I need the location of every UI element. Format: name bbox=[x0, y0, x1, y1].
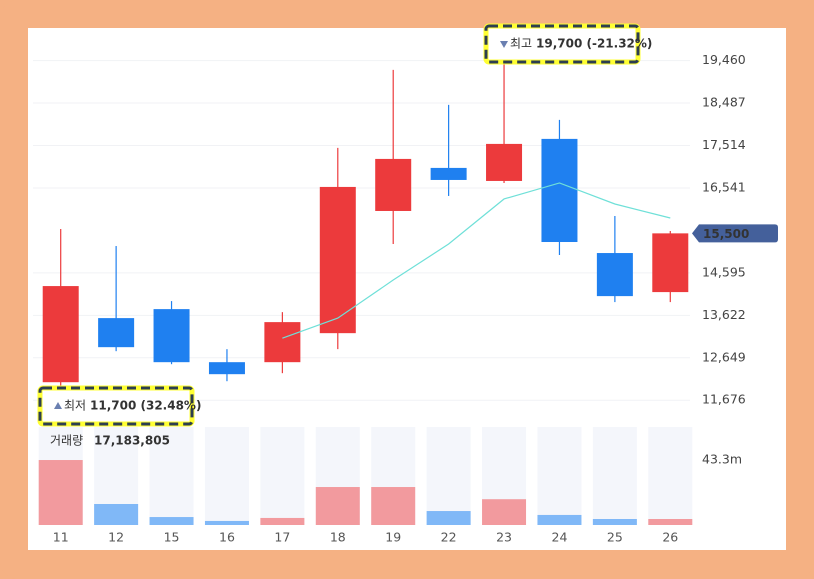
x-tick-label: 15 bbox=[164, 530, 180, 545]
current-price-tag bbox=[692, 224, 778, 243]
x-tick-label: 26 bbox=[662, 530, 678, 545]
volume-bar bbox=[482, 499, 527, 525]
annotation-arrow bbox=[500, 41, 508, 48]
annotation-label: 최저 bbox=[64, 399, 86, 413]
y-tick-label: 43.3m bbox=[702, 452, 742, 467]
y-tick-label: 18,487 bbox=[702, 95, 746, 110]
volume-bar bbox=[149, 517, 194, 525]
volume-bar bbox=[38, 460, 83, 525]
candle-body bbox=[596, 253, 633, 297]
current-price-label: 15,500 bbox=[703, 227, 749, 241]
y-tick-label: 19,460 bbox=[702, 52, 746, 67]
annotation-box-dash bbox=[38, 386, 194, 426]
y-tick-label: 13,622 bbox=[702, 307, 746, 322]
volume-background bbox=[426, 427, 471, 525]
candle-body bbox=[375, 158, 412, 211]
y-tick-label: 14,595 bbox=[702, 264, 746, 279]
candle-body bbox=[42, 286, 79, 383]
x-tick-label: 22 bbox=[441, 530, 457, 545]
candle-body bbox=[264, 322, 301, 363]
y-tick-label: 16,541 bbox=[702, 179, 746, 194]
volume-background bbox=[260, 427, 305, 525]
volume-background bbox=[648, 427, 693, 525]
y-tick-label: 11,676 bbox=[702, 392, 746, 407]
volume-bar bbox=[537, 514, 582, 525]
x-tick-label: 18 bbox=[330, 530, 346, 545]
candle-body bbox=[486, 143, 523, 181]
x-tick-label: 17 bbox=[274, 530, 290, 545]
x-tick-label: 12 bbox=[108, 530, 124, 545]
candle-body bbox=[319, 186, 356, 334]
volume-bar bbox=[204, 520, 249, 525]
candle-body bbox=[541, 138, 578, 243]
x-tick-label: 25 bbox=[607, 530, 623, 545]
annotation-value: 11,700 (32.48%) bbox=[90, 399, 201, 413]
volume-caption: 거래량 bbox=[50, 434, 83, 448]
x-tick-label: 23 bbox=[496, 530, 512, 545]
candle-body bbox=[208, 362, 245, 375]
volume-bar bbox=[426, 511, 471, 525]
annotation-arrow bbox=[54, 402, 62, 409]
volume-bar bbox=[592, 518, 637, 525]
moving-average-line bbox=[282, 182, 671, 339]
annotation-value: 19,700 (-21.32%) bbox=[536, 37, 652, 51]
volume-background bbox=[537, 427, 582, 525]
candle-body bbox=[153, 309, 190, 363]
volume-bar bbox=[94, 503, 139, 525]
volume-background bbox=[204, 427, 249, 525]
volume-background bbox=[149, 427, 194, 525]
volume-caption-value: 17,183,805 bbox=[94, 434, 170, 448]
volume-bar bbox=[371, 487, 416, 525]
annotation-box-dash bbox=[484, 24, 640, 64]
y-tick-label: 12,649 bbox=[702, 349, 746, 364]
x-tick-label: 24 bbox=[552, 530, 568, 545]
volume-bar bbox=[315, 487, 360, 525]
candle-body bbox=[652, 233, 689, 293]
volume-background bbox=[592, 427, 637, 525]
volume-bar bbox=[260, 517, 305, 525]
y-tick-label: 17,514 bbox=[702, 137, 746, 152]
candle-body bbox=[98, 318, 135, 348]
volume-bar bbox=[648, 518, 693, 525]
annotation-label: 최고 bbox=[510, 37, 532, 51]
x-tick-label: 16 bbox=[219, 530, 235, 545]
x-tick-label: 11 bbox=[53, 530, 69, 545]
candle-body bbox=[430, 167, 467, 180]
x-tick-label: 19 bbox=[385, 530, 401, 545]
